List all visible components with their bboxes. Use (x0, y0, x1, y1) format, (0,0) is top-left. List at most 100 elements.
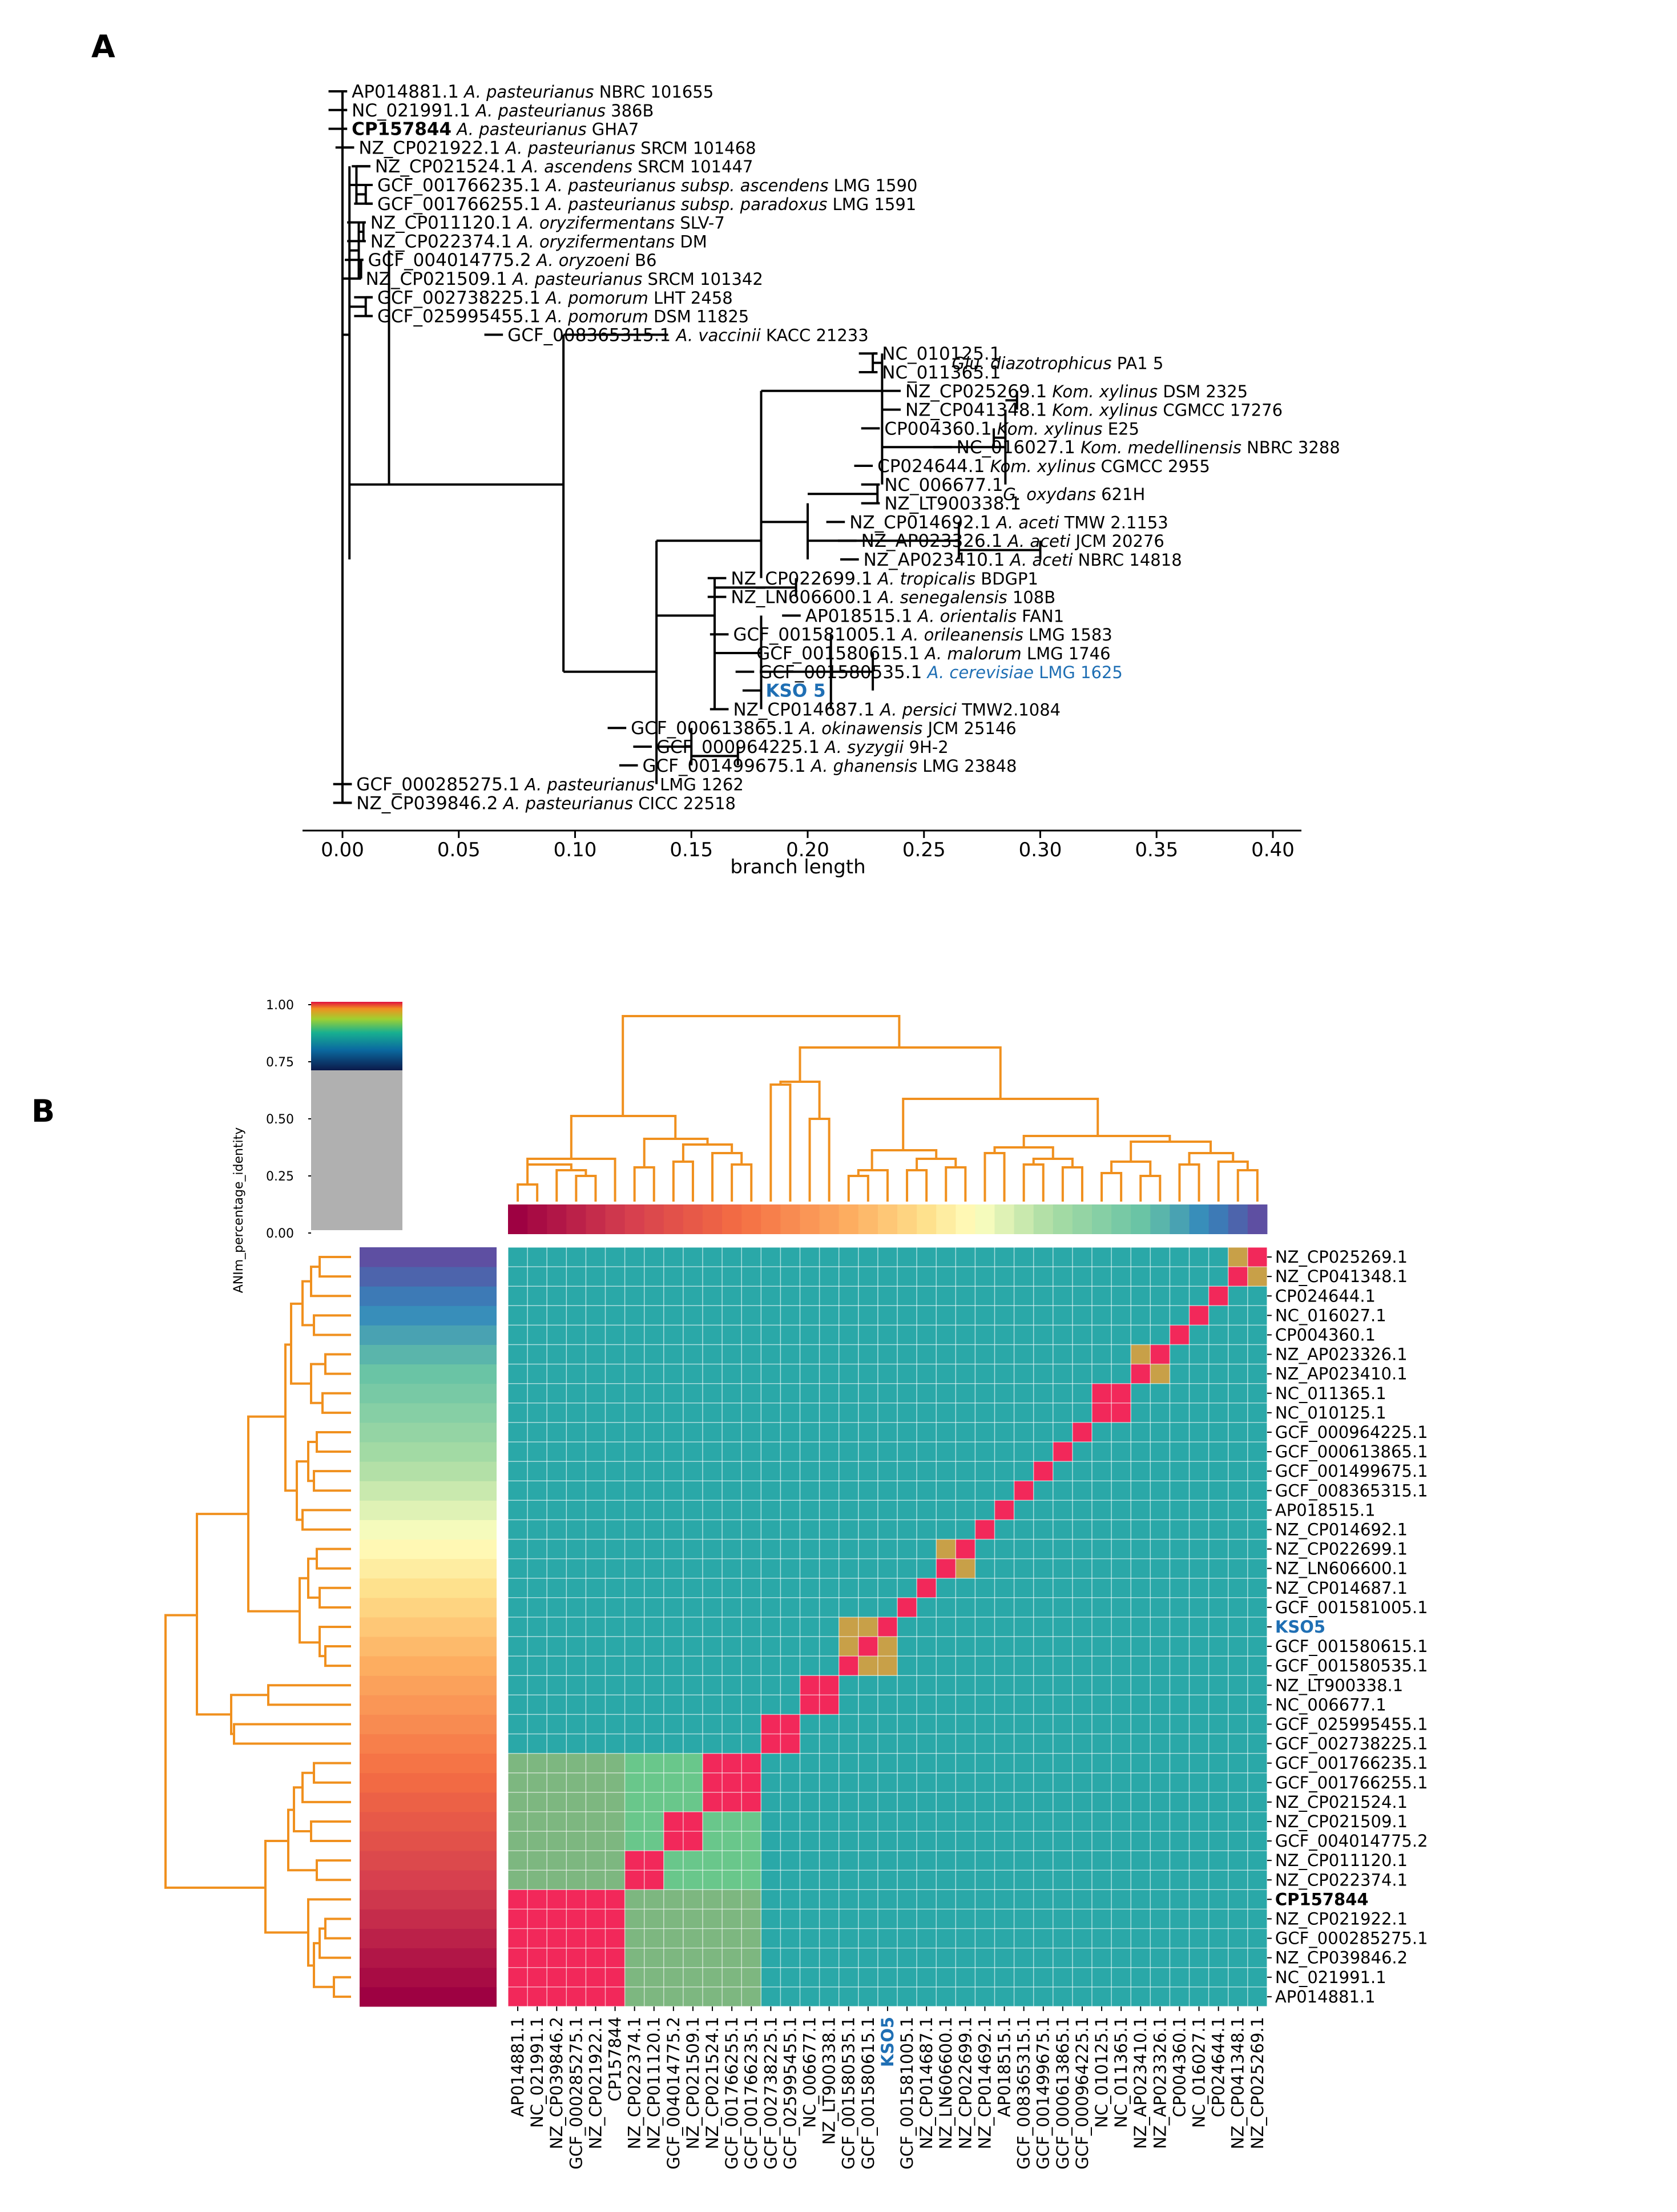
heatmap-cell (624, 1851, 644, 1871)
dendrogram-link (902, 1098, 1099, 1150)
column-strip-cell (858, 1204, 878, 1234)
row-strip-cell (360, 1948, 497, 1968)
tip-label: NC_010125.1 (882, 344, 1001, 364)
tip-id: NZ_CP041348.1 (905, 400, 1047, 421)
heatmap-cell (605, 1870, 625, 1890)
dendrogram-link (321, 1392, 351, 1414)
tip-id: NZ_CP014692.1 (849, 512, 991, 533)
tip-id: NZ_CP021509.1 (366, 269, 507, 289)
tip-label: NC_021991.1 A. pasteurianus 386B (352, 100, 654, 121)
row-label: NZ_CP021922.1 (1275, 1909, 1408, 1928)
heatmap-cell (741, 1870, 761, 1890)
tip-strain: B6 (630, 251, 657, 270)
heatmap-cell (527, 1909, 547, 1929)
heatmap-cell (644, 1870, 664, 1890)
heatmap-cell (508, 1870, 528, 1890)
dendrogram-link (319, 1256, 351, 1278)
tip-label: NZ_CP014692.1 A. aceti TMW 2.1153 (849, 512, 1168, 533)
heatmap-diagonal-cell (858, 1637, 878, 1657)
tip-label: CP157844 A. pasteurianus GHA7 (352, 119, 639, 140)
dendrogram-link (517, 1183, 539, 1202)
tip-id: AP018515.1 (805, 606, 913, 626)
column-label: NZ_AP023326.1 (1150, 2017, 1170, 2149)
row-label: NZ_CP021509.1 (1275, 1812, 1408, 1831)
heatmap-cell (741, 1772, 761, 1792)
heatmap-cell (741, 1811, 761, 1831)
column-strip-cell (1247, 1204, 1268, 1234)
tree-tip-labels: AP014881.1 A. pasteurianus NBRC 101655NC… (352, 82, 1340, 813)
tip-strain: LMG 1583 (1023, 625, 1112, 644)
column-strip-cell (877, 1204, 898, 1234)
column-strip-cell (1111, 1204, 1131, 1234)
dendrogram-link (324, 1645, 351, 1667)
heatmap-cell (527, 1831, 547, 1851)
heatmap-cell (683, 1948, 703, 1968)
dendrogram-link (307, 1441, 317, 1482)
heatmap-cell (566, 1870, 586, 1890)
heatmap-cell (508, 1831, 528, 1851)
tip-strain: TMW2.1084 (957, 700, 1061, 719)
colorbar-tick-label: 0.25 (266, 1170, 294, 1184)
column-label: GCF_001766255.1 (722, 2017, 741, 2170)
heatmap-cell (566, 1831, 586, 1851)
heatmap-diagonal-cell (1092, 1403, 1112, 1423)
heatmap-cell (722, 1792, 742, 1812)
row-strip-cell (360, 1695, 497, 1715)
heatmap-cell (1092, 1383, 1112, 1403)
tick-label: 0.15 (670, 839, 713, 861)
heatmap-cell (1247, 1267, 1267, 1287)
heatmap-cell (527, 1811, 547, 1831)
tip-id: CP024644.1 (877, 456, 985, 477)
dendrogram-link (310, 1266, 351, 1298)
heatmap-cell (644, 1928, 664, 1948)
tip-species: A. okinawensis (794, 719, 922, 738)
column-strip-cell (722, 1204, 742, 1234)
heatmap-diagonal-cell (663, 1831, 683, 1851)
heatmap-cell (644, 1987, 664, 2006)
row-strip-cell (360, 1675, 497, 1695)
row-label: NC_006677.1 (1275, 1695, 1386, 1714)
tip-species: A. pomorum (541, 288, 648, 308)
tip-species: A. orientalis (913, 606, 1017, 626)
heatmap-cell (936, 1539, 956, 1559)
dendrogram-link (267, 1684, 351, 1706)
row-label: GCF_004014775.2 (1275, 1831, 1428, 1851)
tip-id: NC_016027.1 (957, 437, 1075, 458)
tip-strain: LMG 1625 (1034, 663, 1123, 682)
heatmap-cell (683, 1851, 703, 1871)
tip-strain: DSM 11825 (648, 307, 749, 327)
colorbar-label: ANIm_percentage_identity (232, 1127, 246, 1294)
heatmap-cell (722, 1928, 742, 1948)
tip-id: GCF_000285275.1 (356, 775, 519, 795)
heatmap (507, 1247, 1268, 2007)
heatmap-cell (605, 1948, 625, 1968)
heatmap-cell (663, 1753, 683, 1773)
dendrogram-link (316, 1431, 351, 1453)
heatmap-cell (819, 1695, 839, 1715)
dendrogram-link (808, 1118, 831, 1202)
heatmap-cell (663, 1772, 683, 1792)
tip-id: NZ_AP023326.1 (861, 531, 1003, 551)
heatmap-cell (586, 1831, 606, 1851)
column-label: NC_006677.1 (800, 2017, 820, 2128)
tick-label: 0.40 (1251, 839, 1295, 861)
heatmap-diagonal-cell (780, 1714, 800, 1734)
row-label: NZ_CP011120.1 (1275, 1851, 1408, 1870)
heatmap-cell (1111, 1403, 1131, 1423)
heatmap-diagonal-cell (605, 1889, 625, 1909)
dendrogram-link (622, 1015, 901, 1116)
row-strip-cell (360, 1286, 497, 1306)
tip-id: GCF_002738225.1 (377, 288, 541, 308)
tip-id: GCF_001766255.1 (377, 194, 541, 215)
panel-b-letter: B (31, 1093, 55, 1129)
tip-species: A. pasteurianus (459, 82, 594, 102)
column-strip-cell (1014, 1204, 1034, 1234)
heatmap-cell (586, 1772, 606, 1792)
dendrogram-link (247, 1415, 300, 1613)
heatmap-cell (508, 1811, 528, 1831)
row-label: KSO5 (1275, 1617, 1325, 1637)
row-strip-cell (360, 1539, 497, 1560)
heatmap-cell (527, 1948, 547, 1968)
tip-label: GCF_001580615.1 A. malorum LMG 1746 (756, 643, 1110, 664)
heatmap-cell (508, 1928, 528, 1948)
